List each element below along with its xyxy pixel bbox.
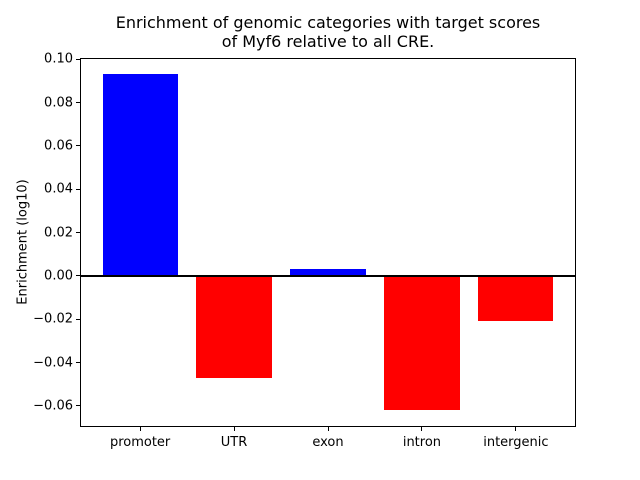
x-tick-label-promoter: promoter: [109, 435, 171, 451]
y-tick-mark: [76, 58, 80, 60]
x-tick-mark: [327, 427, 329, 432]
zero-line: [80, 274, 576, 277]
y-tick-label: −0.04: [33, 355, 73, 371]
chart-title: Enrichment of genomic categories with ta…: [80, 13, 576, 51]
y-tick-mark: [76, 232, 80, 234]
bar-intergenic: [478, 275, 554, 322]
bar-UTR: [196, 275, 272, 378]
chart-title-line-2: of Myf6 relative to all CRE.: [221, 32, 435, 51]
x-tick-mark: [233, 427, 235, 432]
y-tick-label: 0.00: [44, 268, 73, 284]
y-tick-mark: [76, 318, 80, 320]
x-tick-label-intron: intron: [402, 435, 442, 451]
y-tick-label: 0.08: [44, 95, 73, 111]
bar-promoter: [102, 74, 178, 276]
y-tick-mark: [76, 145, 80, 147]
bar-exon: [290, 269, 366, 276]
y-tick-label: 0.10: [44, 51, 73, 67]
x-tick-label-exon: exon: [312, 435, 344, 451]
x-tick-mark: [515, 427, 517, 432]
x-tick-label-UTR: UTR: [220, 435, 248, 451]
y-tick-label: 0.04: [44, 181, 73, 197]
y-tick-mark: [76, 405, 80, 407]
bar-intron: [384, 275, 460, 411]
y-tick-mark: [76, 275, 80, 277]
y-tick-mark: [76, 362, 80, 364]
y-tick-label: −0.02: [33, 311, 73, 327]
x-tick-mark: [421, 427, 423, 432]
y-axis-label: Enrichment (log10): [15, 179, 31, 306]
chart-title-line-1: Enrichment of genomic categories with ta…: [115, 13, 541, 32]
x-tick-mark: [139, 427, 141, 432]
y-tick-label: 0.06: [44, 138, 73, 154]
y-tick-mark: [76, 102, 80, 104]
x-tick-label-intergenic: intergenic: [483, 435, 549, 451]
y-tick-label: 0.02: [44, 225, 73, 241]
y-tick-mark: [76, 188, 80, 190]
y-tick-label: −0.06: [33, 398, 73, 414]
